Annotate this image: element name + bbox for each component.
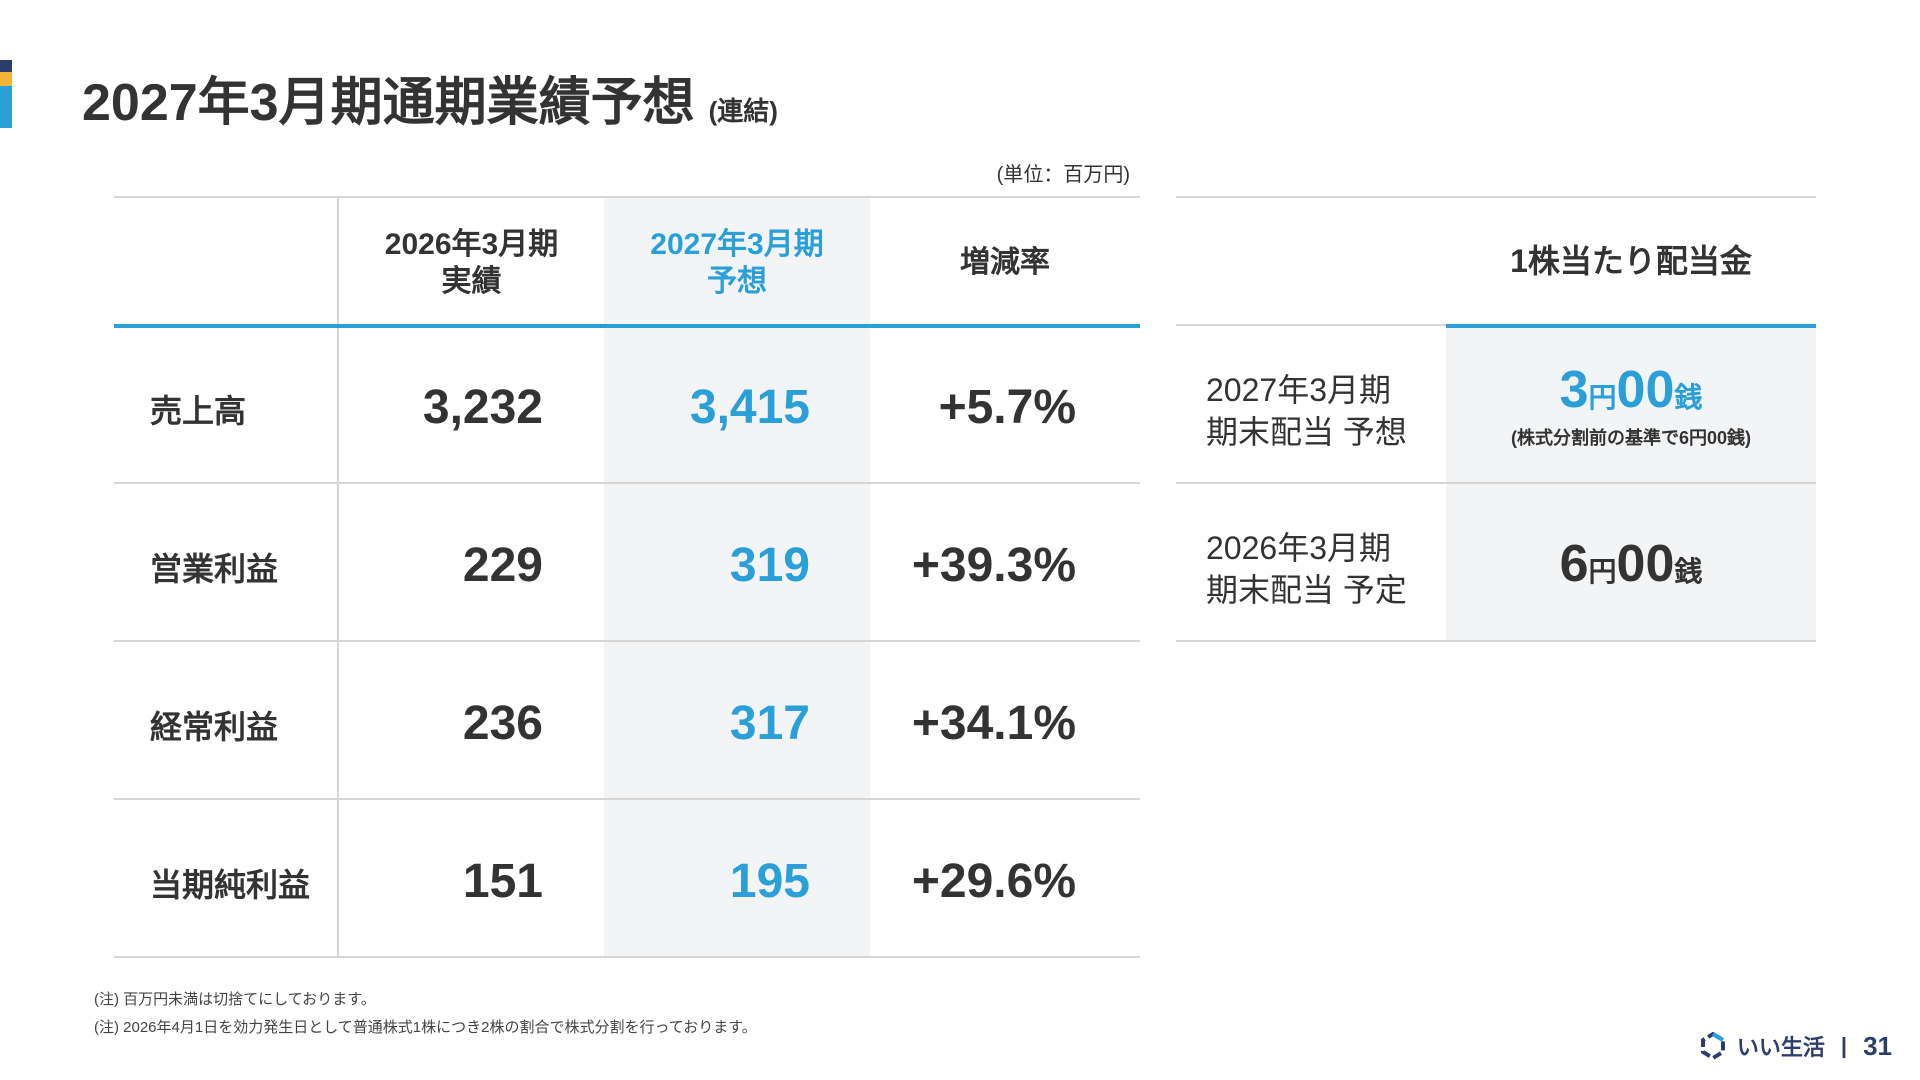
row-label-net-income: 当期純利益 xyxy=(150,867,311,903)
accent-bar-yellow xyxy=(0,72,12,86)
dividend-header: 1株当たり配当金 xyxy=(1510,243,1752,279)
row-rule xyxy=(114,798,1140,800)
dividend-bottom-rule xyxy=(1176,640,1816,642)
table-top-rule xyxy=(114,196,1140,198)
row-change-net-income: +29.6% xyxy=(911,855,1076,908)
header-actual-line1: 2026年3月期 xyxy=(384,227,559,261)
row-actual-operating-profit: 229 xyxy=(462,539,543,592)
dividend-row-label-2026-line1: 2026年3月期 xyxy=(1206,530,1391,566)
header-forecast-line2: 予想 xyxy=(707,265,767,298)
row-forecast-ordinary-profit: 317 xyxy=(729,697,810,750)
dividend-2027-sen-unit: 銭 xyxy=(1674,382,1703,413)
header-actual-line2: 実績 xyxy=(441,265,502,298)
dividend-2027-yen: 3 xyxy=(1559,361,1589,419)
footer-brand: いい生活 xyxy=(1736,1035,1825,1060)
page-title-text: 2027年3月期通期業績予想 xyxy=(82,74,695,132)
header-change: 増減率 xyxy=(870,226,1140,300)
forecast-column-highlight xyxy=(604,196,870,958)
row-forecast-operating-profit: 319 xyxy=(729,539,810,592)
row-label-operating-profit: 営業利益 xyxy=(150,551,279,587)
dividend-2027-note: (株式分割前の基準で6円00銭) xyxy=(1510,428,1752,448)
dividend-2026-sen: 00 xyxy=(1616,535,1675,593)
row-rule xyxy=(114,640,1140,642)
row-rule xyxy=(114,482,1140,484)
page-title-sub: (連結) xyxy=(708,96,778,126)
footnote-1: (注) 百万円未満は切捨てにしております。 xyxy=(94,991,376,1008)
label-column-divider xyxy=(337,196,339,958)
footer: いい生活 | 31 xyxy=(1699,1030,1892,1062)
row-change-ordinary-profit: +34.1% xyxy=(911,697,1076,750)
dividend-header-blue-rule xyxy=(1446,324,1816,328)
accent-bar-blue xyxy=(0,86,12,128)
row-forecast-sales: 3,415 xyxy=(689,381,810,434)
table-bottom-rule xyxy=(114,956,1140,958)
header-change-line1: 増減率 xyxy=(960,246,1050,280)
dividend-2026-sen-unit: 銭 xyxy=(1674,556,1703,587)
header-forecast: 2027年3月期 予想 xyxy=(604,226,870,300)
row-label-ordinary-profit: 経常利益 xyxy=(150,709,279,745)
company-logo-icon xyxy=(1700,1032,1725,1060)
header-rule xyxy=(114,324,1140,328)
header-forecast-line1: 2027年3月期 xyxy=(650,227,824,261)
dividend-row-label-2026-line2: 期末配当 予定 xyxy=(1206,571,1407,608)
dividend-value-2026: 6円00銭 xyxy=(1446,534,1816,594)
dividend-value-highlight xyxy=(1446,326,1816,642)
dividend-row-label-2027: 2027年3月期 期末配当 予想 xyxy=(1206,370,1407,453)
dividend-2027-sen: 00 xyxy=(1616,361,1675,419)
footnote-2: (注) 2026年4月1日を効力発生日として普通株式1株につき2株の割合で株式分… xyxy=(94,1019,757,1036)
row-change-operating-profit: +39.3% xyxy=(911,539,1076,592)
dividend-value-2027: 3円00銭 xyxy=(1446,360,1816,420)
row-actual-sales: 3,232 xyxy=(422,381,543,434)
dividend-top-rule xyxy=(1176,196,1816,198)
accent-bar-navy xyxy=(0,60,12,72)
footer-separator: | xyxy=(1840,1033,1848,1058)
dividend-2026-yen-unit: 円 xyxy=(1588,556,1617,587)
dividend-table: 1株当たり配当金 2027年3月期 期末配当 予想 3円00銭 (株式分割前の基… xyxy=(1176,196,1816,642)
page-title: 2027年3月期通期業績予想 (連結) xyxy=(82,60,778,135)
row-change-sales: +5.7% xyxy=(938,381,1076,434)
row-actual-net-income: 151 xyxy=(462,855,543,908)
dividend-row-label-2026: 2026年3月期 期末配当 予定 xyxy=(1206,528,1407,611)
dividend-row-label-2027-line2: 期末配当 予想 xyxy=(1206,413,1407,450)
dividend-2026-yen: 6 xyxy=(1559,535,1589,593)
forecast-table: 2026年3月期 実績 2027年3月期 予想 増減率 売上高 3,232 3,… xyxy=(114,196,1140,958)
row-label-sales: 売上高 xyxy=(150,393,247,429)
dividend-2027-yen-unit: 円 xyxy=(1588,382,1617,413)
dividend-row-label-2027-line1: 2027年3月期 xyxy=(1206,372,1391,408)
header-actual: 2026年3月期 実績 xyxy=(339,226,604,300)
dividend-row-rule xyxy=(1176,482,1816,484)
row-actual-ordinary-profit: 236 xyxy=(462,697,543,750)
page-number: 31 xyxy=(1863,1030,1892,1061)
unit-label: (単位：百万円) xyxy=(996,164,1130,186)
row-forecast-net-income: 195 xyxy=(729,855,810,908)
